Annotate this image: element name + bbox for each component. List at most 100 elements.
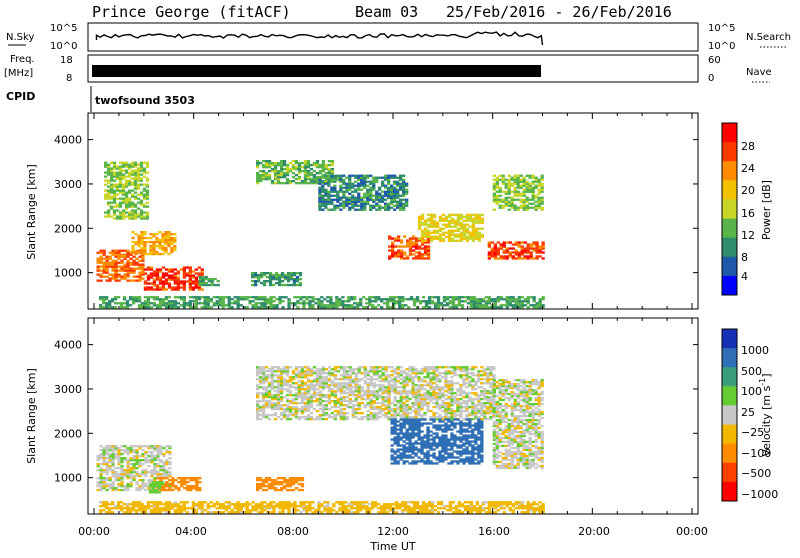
data-cell — [156, 296, 159, 298]
data-cell — [173, 249, 176, 251]
data-cell — [476, 300, 479, 302]
data-cell — [474, 410, 477, 412]
data-cell — [290, 278, 293, 280]
data-cell — [514, 191, 517, 193]
data-cell — [266, 302, 269, 304]
data-cell — [406, 392, 409, 394]
data-cell — [340, 398, 343, 400]
data-cell — [318, 199, 321, 201]
data-cell — [444, 370, 447, 372]
data-cell — [310, 180, 313, 182]
data-cell — [441, 392, 444, 394]
data-cell — [281, 284, 284, 286]
data-cell — [387, 207, 390, 209]
data-cell — [403, 422, 406, 424]
data-cell — [517, 177, 520, 179]
data-cell — [208, 280, 211, 282]
data-cell — [318, 195, 321, 197]
data-cell — [159, 298, 162, 300]
data-cell — [265, 406, 268, 408]
data-cell — [325, 412, 328, 414]
data-cell — [308, 306, 311, 308]
data-cell — [381, 181, 384, 183]
data-cell — [496, 199, 499, 201]
data-cell — [167, 231, 170, 233]
data-cell — [132, 270, 135, 272]
data-cell — [147, 288, 150, 290]
data-cell — [463, 228, 466, 230]
data-cell — [301, 396, 304, 398]
data-cell — [343, 370, 346, 372]
data-cell — [511, 177, 514, 179]
data-cell — [292, 394, 295, 396]
data-cell — [390, 193, 393, 195]
data-cell — [476, 304, 479, 306]
data-cell — [460, 234, 463, 236]
data-cell — [453, 366, 456, 368]
data-cell — [171, 306, 174, 308]
data-cell — [526, 205, 529, 207]
data-cell — [106, 276, 109, 278]
data-cell — [398, 296, 401, 298]
data-cell — [122, 213, 125, 215]
data-cell — [272, 276, 275, 278]
data-cell — [400, 390, 403, 392]
data-cell — [126, 473, 129, 475]
freq-left-unit: [MHz] — [4, 68, 33, 79]
data-cell — [398, 302, 401, 304]
data-cell — [274, 394, 277, 396]
data-cell — [298, 170, 301, 172]
data-cell — [417, 386, 420, 388]
data-cell — [427, 239, 430, 241]
data-cell — [381, 201, 384, 203]
data-cell — [174, 296, 177, 298]
data-cell — [512, 257, 515, 259]
data-cell — [333, 179, 336, 181]
data-cell — [159, 278, 162, 280]
data-cell — [527, 300, 530, 302]
data-cell — [213, 302, 216, 304]
data-cell — [356, 304, 359, 306]
data-cell — [450, 404, 453, 406]
data-cell — [533, 296, 536, 298]
noise-sky-trace — [96, 32, 542, 45]
data-cell — [523, 203, 526, 205]
data-cell — [394, 422, 397, 424]
data-cell — [372, 183, 375, 185]
data-cell — [254, 282, 257, 284]
data-cell — [135, 473, 138, 475]
data-cell — [140, 184, 143, 186]
data-cell — [260, 306, 263, 308]
data-cell — [511, 207, 514, 209]
data-cell — [123, 298, 126, 300]
data-cell — [150, 296, 153, 298]
data-cell — [414, 434, 417, 436]
data-cell — [265, 485, 268, 487]
data-cell — [346, 396, 349, 398]
data-cell — [289, 366, 292, 368]
data-cell — [334, 396, 337, 398]
data-cell — [406, 436, 409, 438]
data-cell — [171, 479, 174, 481]
data-cell — [287, 280, 290, 282]
data-cell — [339, 177, 342, 179]
data-cell — [429, 386, 432, 388]
data-cell — [403, 456, 406, 458]
data-cell — [438, 398, 441, 400]
data-cell — [104, 164, 107, 166]
data-cell — [123, 306, 126, 308]
data-cell — [362, 296, 365, 298]
data-cell — [97, 481, 100, 483]
data-cell — [150, 445, 153, 447]
data-cell — [141, 264, 144, 266]
data-cell — [103, 258, 106, 260]
data-cell — [452, 306, 455, 308]
data-cell — [204, 304, 207, 306]
data-cell — [320, 306, 323, 308]
data-cell — [409, 241, 412, 243]
data-cell — [400, 372, 403, 374]
data-cell — [452, 296, 455, 298]
data-cell — [292, 406, 295, 408]
data-cell — [477, 386, 480, 388]
data-cell — [217, 284, 220, 286]
